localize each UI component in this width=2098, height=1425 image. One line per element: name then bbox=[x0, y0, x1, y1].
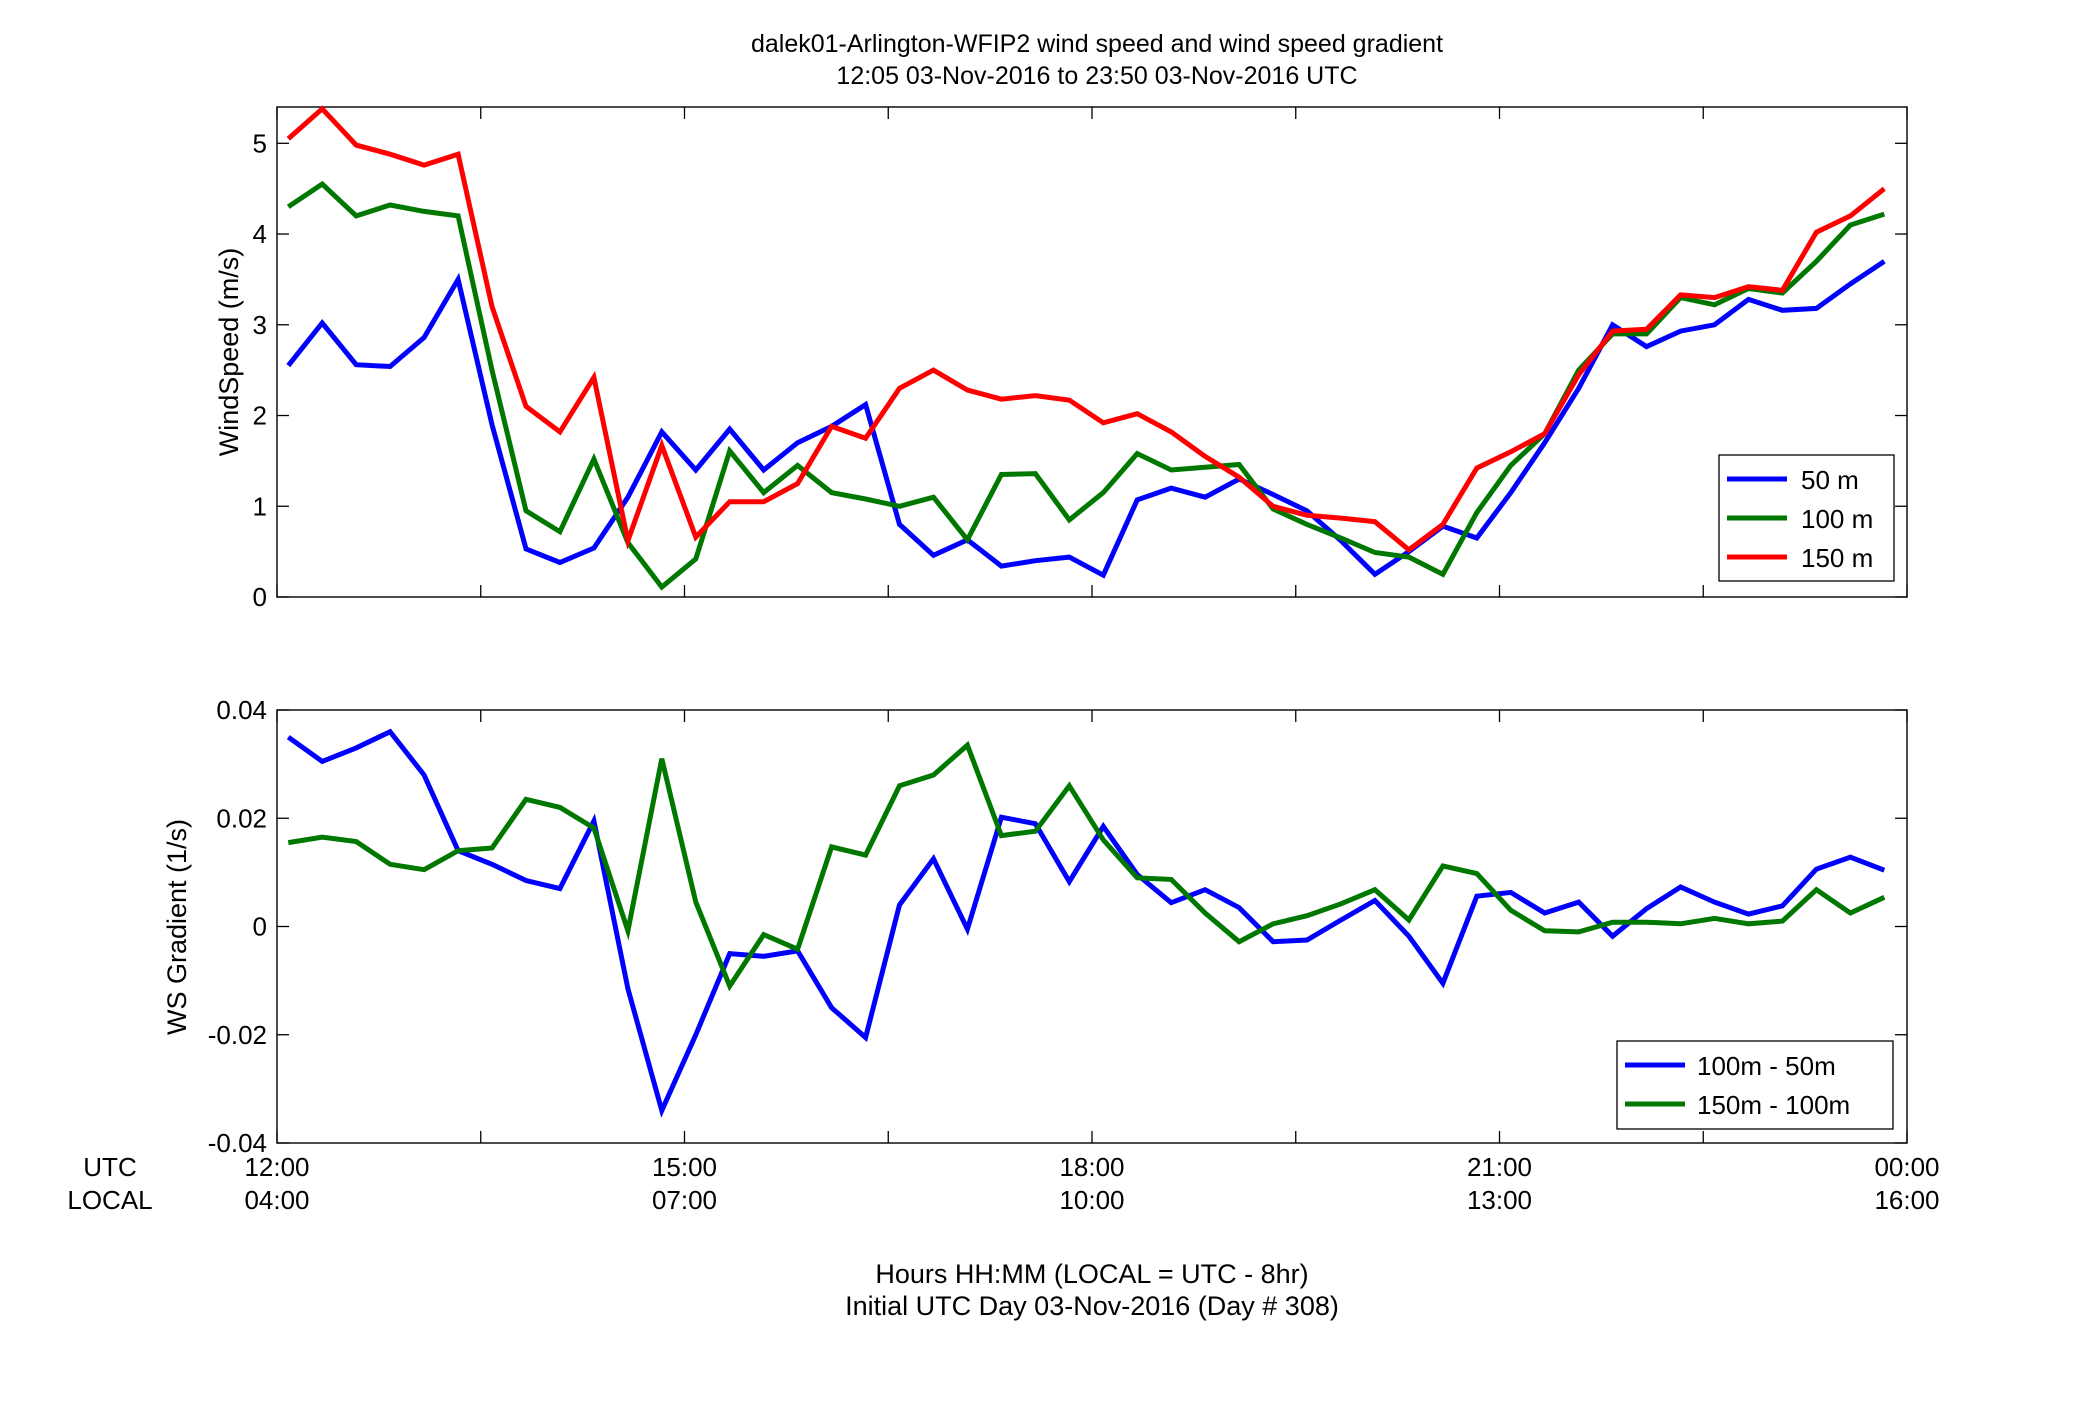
windspeed-ylabel: WindSpeed (m/s) bbox=[214, 248, 244, 457]
windspeed-legend: 50 m 100 m 150 m bbox=[1718, 454, 1895, 582]
gradient-legend-box bbox=[1616, 1040, 1894, 1130]
gradient-ylabel: WS Gradient (1/s) bbox=[162, 819, 192, 1035]
gradient-panel: -0.04 -0.02 0 0.02 0.04 WS Gradient (1/s) 10… bbox=[162, 695, 1908, 1158]
xlabel-line2: Initial UTC Day 03-Nov-2016 (Day # 308) bbox=[845, 1291, 1339, 1321]
utc-tick-label: 15:00 bbox=[652, 1152, 717, 1182]
windspeed-ytick-label: 4 bbox=[253, 219, 267, 249]
windspeed-ytick-label: 5 bbox=[253, 128, 267, 158]
gradient-series-100m-50m bbox=[286, 728, 1886, 1118]
gradient-lines bbox=[286, 728, 1886, 1118]
windspeed-ticks: 0 1 2 3 4 5 bbox=[253, 107, 1908, 612]
windspeed-ytick-label: 2 bbox=[253, 401, 267, 431]
utc-tick-label: 18:00 bbox=[1059, 1152, 1124, 1182]
legend-label-50m: 50 m bbox=[1801, 465, 1859, 495]
local-tick-label: 04:00 bbox=[244, 1185, 309, 1215]
local-tick-label: 07:00 bbox=[652, 1185, 717, 1215]
local-tick-label: 13:00 bbox=[1467, 1185, 1532, 1215]
gradient-ytick-label: -0.04 bbox=[208, 1128, 267, 1158]
utc-row-label: UTC bbox=[83, 1152, 136, 1182]
xlabel-line1: Hours HH:MM (LOCAL = UTC - 8hr) bbox=[875, 1259, 1308, 1289]
legend-label-100m: 100 m bbox=[1801, 504, 1873, 534]
gradient-ytick-label: -0.02 bbox=[208, 1020, 267, 1050]
chart-subtitle: 12:05 03-Nov-2016 to 23:50 03-Nov-2016 U… bbox=[836, 62, 1357, 90]
windspeed-series-150m bbox=[286, 105, 1886, 553]
gradient-ytick-label: 0 bbox=[253, 912, 267, 942]
windspeed-lines bbox=[286, 105, 1886, 591]
local-tick-label: 16:00 bbox=[1874, 1185, 1939, 1215]
utc-tick-label: 00:00 bbox=[1874, 1152, 1939, 1182]
chart-title: dalek01-Arlington-WFIP2 wind speed and w… bbox=[751, 30, 1443, 58]
utc-tick-label: 12:00 bbox=[244, 1152, 309, 1182]
local-tick-label: 10:00 bbox=[1059, 1185, 1124, 1215]
local-row-label: LOCAL bbox=[67, 1185, 152, 1215]
legend-label-100m-50m: 100m - 50m bbox=[1697, 1051, 1836, 1081]
gradient-ticks: -0.04 -0.02 0 0.02 0.04 bbox=[208, 695, 1908, 1158]
windspeed-ytick-label: 1 bbox=[253, 491, 267, 521]
windspeed-series-100m bbox=[286, 180, 1886, 591]
gradient-legend: 100m - 50m 150m - 100m bbox=[1616, 1040, 1894, 1130]
legend-label-150m: 150 m bbox=[1801, 543, 1873, 573]
windspeed-series-50m bbox=[286, 259, 1886, 579]
utc-tick-label: 21:00 bbox=[1467, 1152, 1532, 1182]
windspeed-panel: 0 1 2 3 4 5 WindSpeed (m/s) 50 m 100 m 150 m bbox=[214, 105, 1908, 612]
gradient-ytick-label: 0.04 bbox=[216, 695, 267, 725]
gradient-series-150m-100m bbox=[287, 740, 1886, 992]
windspeed-ytick-label: 3 bbox=[253, 310, 267, 340]
legend-label-150m-100m: 150m - 100m bbox=[1697, 1090, 1850, 1120]
gradient-ytick-label: 0.02 bbox=[216, 803, 267, 833]
windspeed-ytick-label: 0 bbox=[253, 582, 267, 612]
